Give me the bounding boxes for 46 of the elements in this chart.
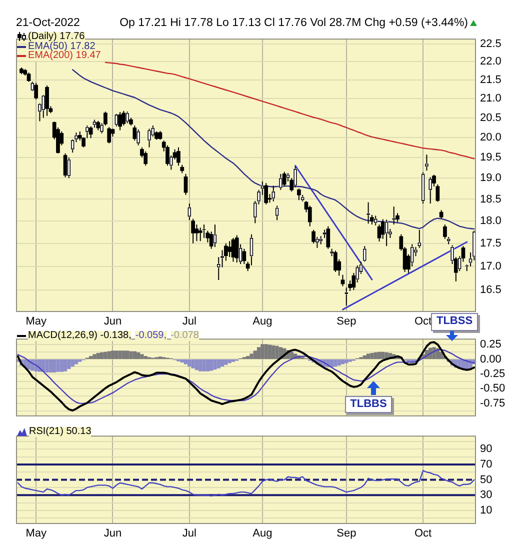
text: Op 17.21 Hi 17.78 Lo 17.13 Cl 17.76 Vol 28.7M Chg +0.59 (+3.44%) xyxy=(120,17,468,29)
legend-label: EMA(200) 19.47 xyxy=(28,50,101,61)
x-tick-label: Oct xyxy=(414,528,432,540)
x-tick-label: Jun xyxy=(104,316,122,328)
x-tick-label: May xyxy=(26,316,47,328)
y-tick-label: -0.75 xyxy=(480,397,506,410)
x-tick-label: Aug xyxy=(252,528,272,540)
y-tick-label: 18.5 xyxy=(480,193,502,206)
annotation: TLBBS xyxy=(345,396,392,413)
y-tick-label: 17.0 xyxy=(480,260,502,272)
x-tick-label: Jul xyxy=(182,316,196,328)
y-tick-label: 20.0 xyxy=(480,131,502,144)
x-tick-label: Aug xyxy=(252,316,272,328)
y-tick-label: 10 xyxy=(480,504,492,517)
ref-line-label: 30 xyxy=(480,489,492,502)
y-tick-label: 16.5 xyxy=(480,284,502,296)
legend-label: EMA(50) 17.82 xyxy=(28,40,96,52)
text: -0.059, xyxy=(135,330,167,341)
x-tick-label: Sep xyxy=(336,316,356,328)
x-tick-label: Oct xyxy=(414,316,432,328)
x-tick-label: Jun xyxy=(104,528,122,540)
y-tick-label: -0.50 xyxy=(480,382,506,395)
ref-line-label: 50 xyxy=(480,474,492,486)
text: TLBSS xyxy=(431,313,478,331)
series-label: -0.078 xyxy=(170,330,199,341)
legend-label: MACD(12,26,9) -0.138, xyxy=(28,330,132,341)
x-tick-label: Sep xyxy=(336,528,356,540)
chart-subtitle: 21-Oct-2022 xyxy=(16,17,80,29)
y-tick-label: 21.5 xyxy=(480,74,502,86)
y-tick-label: 19.0 xyxy=(480,172,502,184)
y-tick-label: 0.25 xyxy=(480,338,502,351)
x-tick-label: Jul xyxy=(182,528,196,540)
y-tick-label: 17.5 xyxy=(480,237,502,250)
legend-label: RSI(21) 50.13 xyxy=(29,426,92,437)
y-tick-label: -0.25 xyxy=(480,368,506,380)
y-tick-label: 18.0 xyxy=(480,215,502,228)
y-tick-label: 90 xyxy=(480,443,492,456)
y-tick-label: 20.5 xyxy=(480,112,502,124)
legend-label: (Daily) 17.76 xyxy=(28,31,85,42)
y-tick-label: 19.5 xyxy=(480,151,502,164)
y-tick-label: 22.0 xyxy=(480,56,502,68)
ref-line-label: 70 xyxy=(480,458,492,470)
x-tick-label: May xyxy=(26,528,47,540)
y-tick-label: 22.5 xyxy=(480,38,502,50)
y-tick-label: 21.0 xyxy=(480,92,502,105)
y-tick-label: 0.00 xyxy=(480,353,502,366)
